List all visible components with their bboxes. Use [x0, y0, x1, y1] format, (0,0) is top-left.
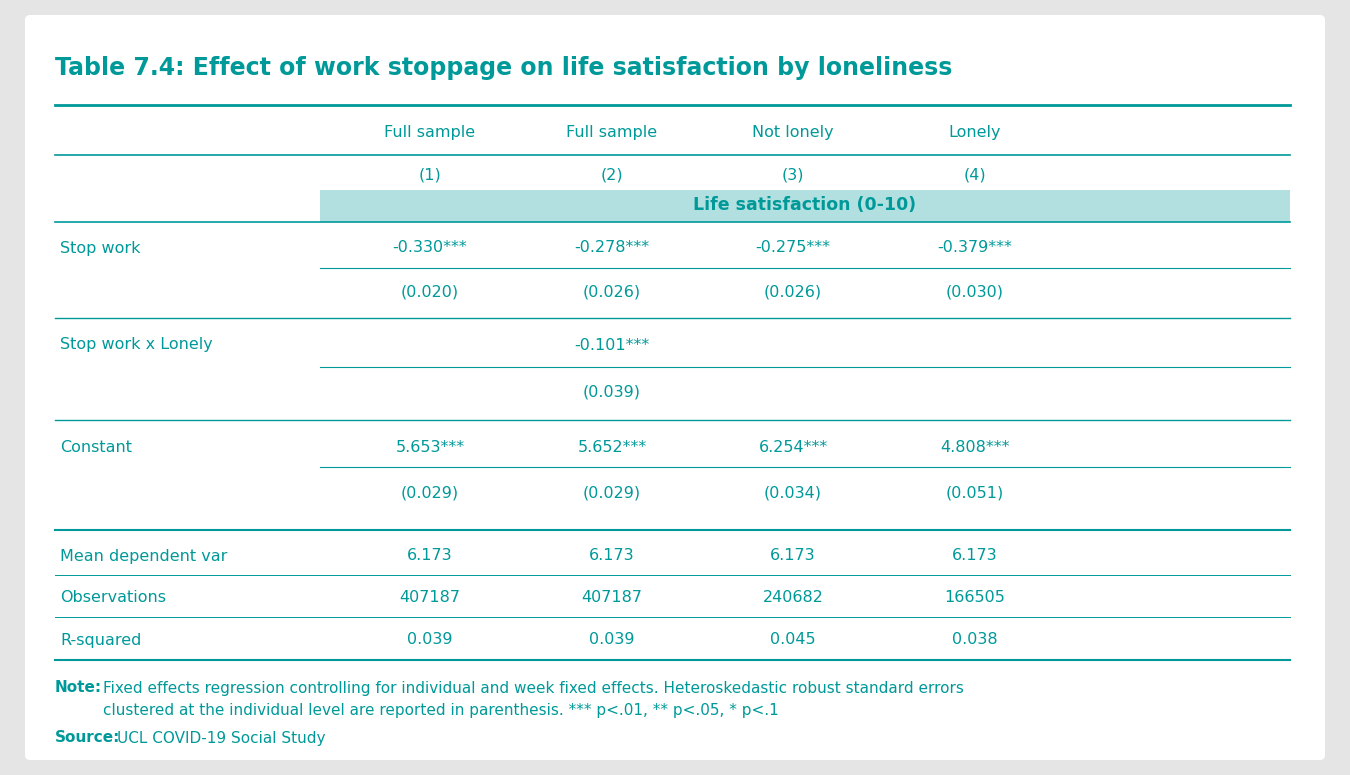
- Text: Observations: Observations: [59, 591, 166, 605]
- Text: Source:: Source:: [55, 731, 120, 746]
- Text: Not lonely: Not lonely: [752, 126, 834, 140]
- Text: (4): (4): [964, 167, 987, 182]
- Text: 6.173: 6.173: [952, 549, 998, 563]
- Text: 0.038: 0.038: [952, 632, 998, 647]
- Text: 0.045: 0.045: [771, 632, 815, 647]
- Text: (0.029): (0.029): [401, 485, 459, 501]
- Bar: [320, 190, 1291, 222]
- Text: 166505: 166505: [945, 591, 1006, 605]
- Text: -0.278***: -0.278***: [575, 240, 649, 256]
- Text: 6.173: 6.173: [589, 549, 634, 563]
- Text: clustered at the individual level are reported in parenthesis. *** p<.01, ** p<.: clustered at the individual level are re…: [103, 702, 779, 718]
- Text: (0.030): (0.030): [946, 284, 1004, 299]
- Text: 407187: 407187: [400, 591, 460, 605]
- Text: (0.029): (0.029): [583, 485, 641, 501]
- Text: -0.101***: -0.101***: [574, 337, 649, 353]
- Text: Stop work: Stop work: [59, 240, 140, 256]
- Text: 6.254***: 6.254***: [759, 439, 828, 454]
- Text: Stop work x Lonely: Stop work x Lonely: [59, 337, 213, 353]
- Text: Life satisfaction (0-10): Life satisfaction (0-10): [694, 196, 917, 214]
- Text: 5.652***: 5.652***: [578, 439, 647, 454]
- Text: (0.039): (0.039): [583, 384, 641, 399]
- Text: (3): (3): [782, 167, 805, 182]
- Text: (0.026): (0.026): [764, 284, 822, 299]
- Text: -0.330***: -0.330***: [393, 240, 467, 256]
- Text: (0.051): (0.051): [946, 485, 1004, 501]
- Text: Note:: Note:: [55, 680, 103, 695]
- Text: Full sample: Full sample: [567, 126, 657, 140]
- Text: -0.379***: -0.379***: [937, 240, 1012, 256]
- Text: (0.020): (0.020): [401, 284, 459, 299]
- Text: (0.026): (0.026): [583, 284, 641, 299]
- Text: 6.173: 6.173: [771, 549, 815, 563]
- Text: (1): (1): [418, 167, 441, 182]
- Text: 4.808***: 4.808***: [940, 439, 1010, 454]
- Text: UCL COVID-19 Social Study: UCL COVID-19 Social Study: [117, 731, 325, 746]
- Text: (0.034): (0.034): [764, 485, 822, 501]
- Text: Fixed effects regression controlling for individual and week fixed effects. Hete: Fixed effects regression controlling for…: [103, 680, 964, 695]
- Text: 407187: 407187: [582, 591, 643, 605]
- Text: (2): (2): [601, 167, 624, 182]
- Text: 5.653***: 5.653***: [396, 439, 464, 454]
- Text: 0.039: 0.039: [408, 632, 452, 647]
- Text: R-squared: R-squared: [59, 632, 142, 647]
- Text: Constant: Constant: [59, 439, 132, 454]
- Text: Lonely: Lonely: [949, 126, 1002, 140]
- Text: -0.275***: -0.275***: [756, 240, 830, 256]
- Text: 0.039: 0.039: [589, 632, 634, 647]
- Text: Full sample: Full sample: [385, 126, 475, 140]
- Text: 240682: 240682: [763, 591, 824, 605]
- Text: Mean dependent var: Mean dependent var: [59, 549, 227, 563]
- Text: Table 7.4: Effect of work stoppage on life satisfaction by loneliness: Table 7.4: Effect of work stoppage on li…: [55, 56, 952, 80]
- Text: 6.173: 6.173: [408, 549, 452, 563]
- FancyBboxPatch shape: [26, 15, 1324, 760]
